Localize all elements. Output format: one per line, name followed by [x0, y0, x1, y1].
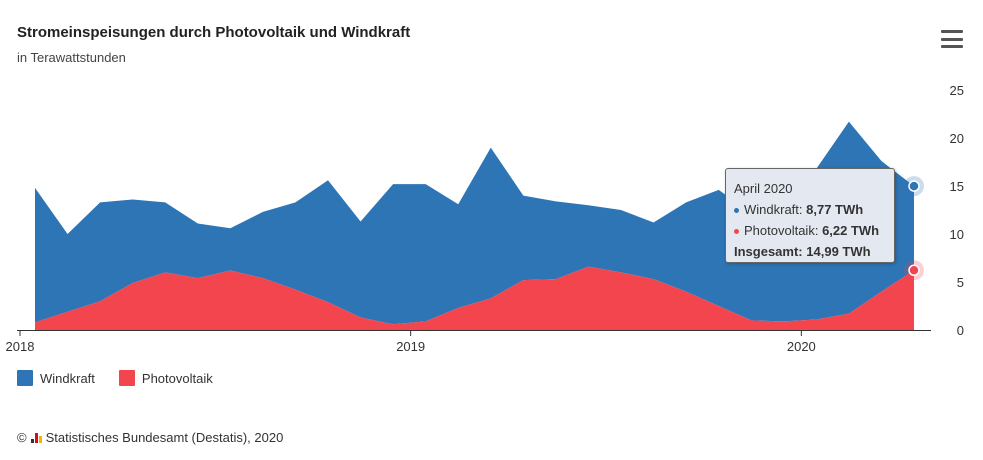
marker-windkraft: [908, 180, 920, 192]
marker-photovoltaik: [908, 264, 920, 277]
source-text: Statistisches Bundesamt (Destatis), 2020: [45, 430, 284, 445]
legend: Windkraft Photovoltaik: [17, 370, 213, 386]
series-area-photovoltaik: [35, 266, 914, 330]
y-tick-label-5: 5: [957, 275, 964, 290]
tooltip: April 2020 Windkraft: 8,77 TWh Photovolt…: [725, 168, 895, 263]
tooltip-value-windkraft: 8,77 TWh: [806, 202, 864, 217]
hamburger-menu-icon[interactable]: [941, 30, 963, 48]
y-tick-label-10: 10: [950, 227, 964, 242]
x-tick-label-2019: 2019: [396, 339, 425, 354]
tooltip-label-photovoltaik: Photovoltaik:: [744, 223, 819, 238]
x-tick-label-2020: 2020: [787, 339, 816, 354]
tooltip-row-total: Insgesamt: 14,99 TWh: [734, 241, 886, 262]
legend-item-photovoltaik[interactable]: Photovoltaik: [118, 370, 213, 386]
legend-swatch-windkraft: [17, 370, 33, 386]
legend-item-windkraft[interactable]: Windkraft: [17, 370, 95, 386]
series-area-windkraft: [35, 121, 914, 325]
y-tick-label-20: 20: [950, 131, 964, 146]
tooltip-label-windkraft: Windkraft:: [744, 202, 803, 217]
x-tick-label-2018: 2018: [6, 339, 35, 354]
y-tick-label-0: 0: [957, 323, 964, 338]
legend-label-photovoltaik: Photovoltaik: [141, 370, 213, 386]
tooltip-dot-photovoltaik: [734, 229, 739, 235]
chart-subtitle: in Terawattstunden: [17, 50, 126, 65]
tooltip-dot-windkraft: [734, 208, 739, 214]
source-credit: © Statistisches Bundesamt (Destatis), 20…: [17, 430, 283, 445]
legend-swatch-photovoltaik: [118, 370, 135, 386]
tooltip-label-total: Insgesamt:: [734, 244, 803, 259]
tooltip-date: April 2020: [734, 181, 793, 196]
copyright-symbol: ©: [17, 430, 27, 445]
y-tick-label-15: 15: [950, 179, 964, 194]
tooltip-row-photovoltaik: Photovoltaik: 6,22 TWh: [734, 220, 886, 241]
tooltip-row-windkraft: Windkraft: 8,77 TWh: [734, 199, 886, 220]
y-tick-label-25: 25: [950, 83, 964, 98]
area-chart: 0 5 10 15 20 25 2018 2019 2020: [6, 83, 964, 354]
tooltip-value-total: 14,99 TWh: [806, 244, 871, 259]
chart-title: Stromeinspeisungen durch Photovoltaik un…: [17, 24, 411, 41]
tooltip-value-photovoltaik: 6,22 TWh: [822, 223, 880, 238]
legend-label-windkraft: Windkraft: [40, 370, 95, 386]
destatis-logo-icon: [30, 432, 42, 443]
